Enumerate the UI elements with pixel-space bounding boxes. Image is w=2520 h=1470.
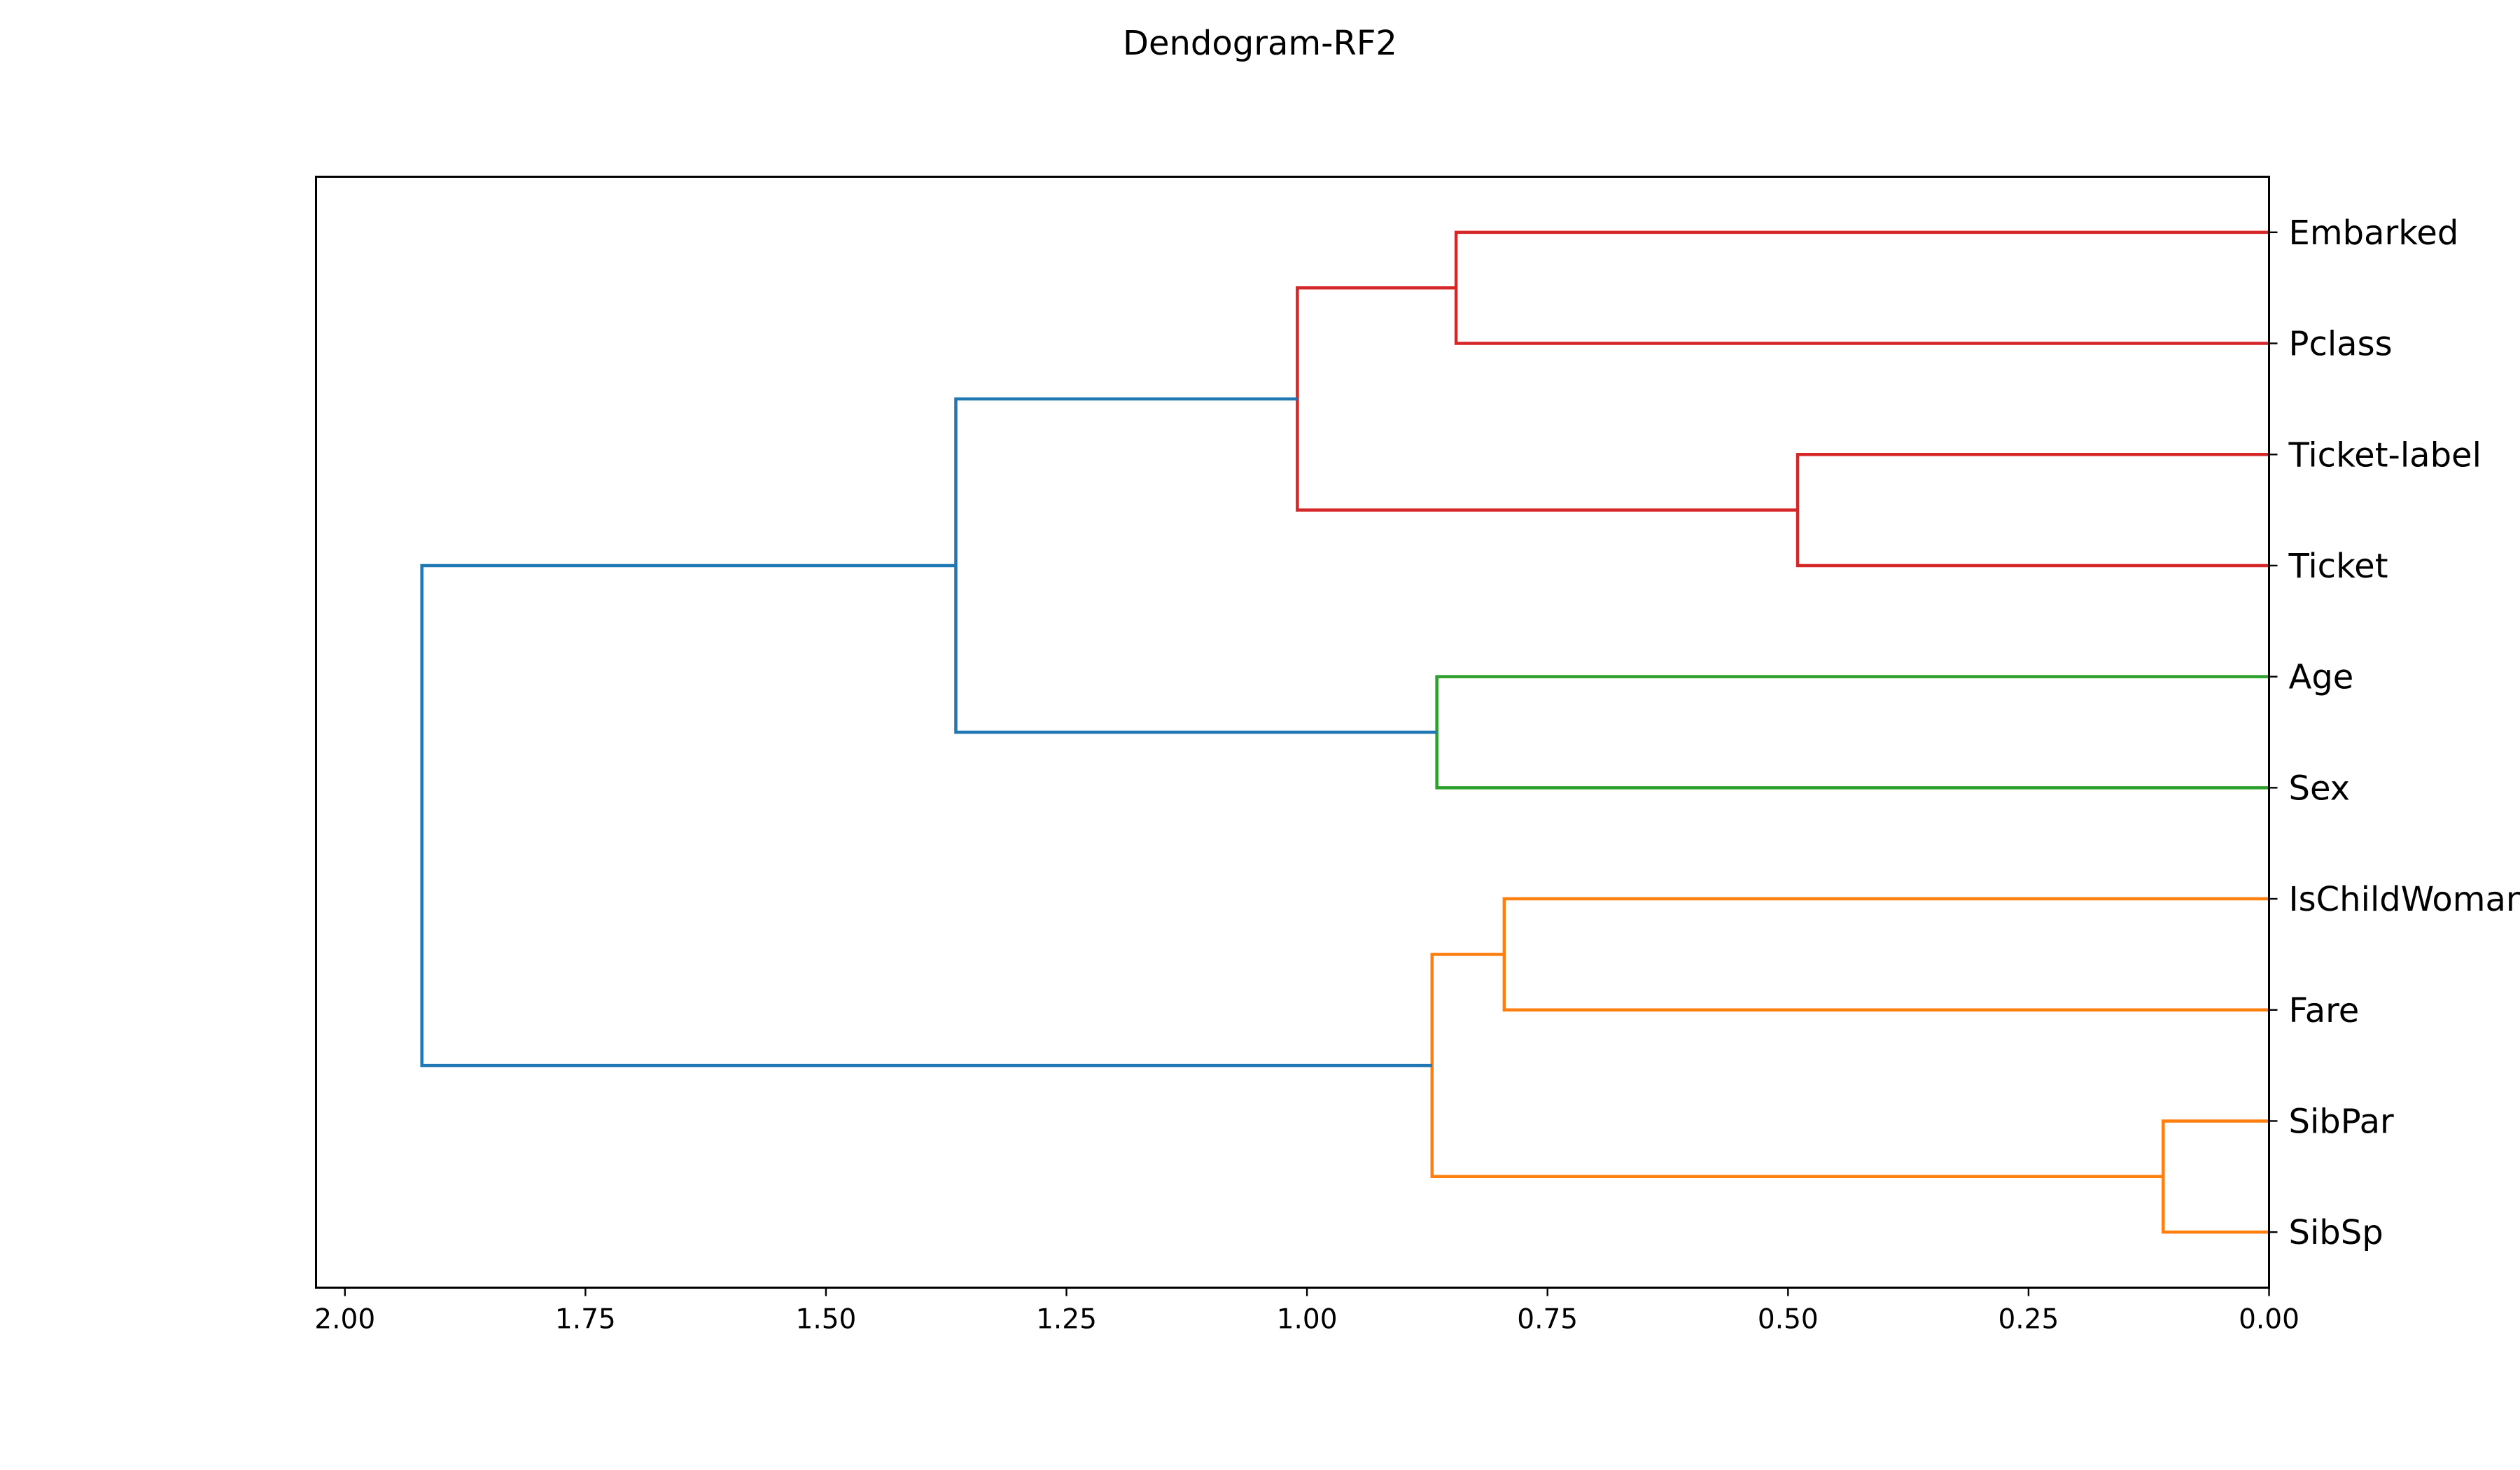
dendrogram-link-c1 [1454, 230, 2269, 345]
leaf-label: SibSp [2289, 1213, 2384, 1252]
x-tick-label: 0.50 [1758, 1304, 1819, 1336]
x-tick-label: 0.75 [1517, 1304, 1578, 1336]
x-tick-label: 1.00 [1277, 1304, 1338, 1336]
dendrogram-links [420, 230, 2269, 1234]
leaf-label: Ticket-label [2288, 435, 2482, 475]
leaf-label: SibPar [2289, 1102, 2394, 1141]
dendrogram-link-c5 [954, 397, 1437, 734]
x-tick-label: 0.25 [1998, 1304, 2059, 1336]
dendrogram-link-c9 [420, 564, 1432, 1068]
leaf-label: Ticket [2288, 547, 2388, 586]
leaf-label: Sex [2289, 769, 2351, 808]
chart-title: Dendogram-RF2 [1123, 24, 1397, 63]
x-tick-label: 1.25 [1036, 1304, 1097, 1336]
dendrogram-link-c4 [1435, 675, 2269, 790]
leaf-label: Embarked [2289, 214, 2459, 253]
leaf-label: Age [2289, 658, 2354, 697]
leaf-labels: Embarked Pclass Ticket-label Ticket Age Sex Is… [2269, 214, 2520, 1252]
leaf-label: Pclass [2289, 325, 2393, 364]
x-tick-label: 2.00 [314, 1304, 375, 1336]
leaf-label: IsChildWoman [2289, 880, 2520, 919]
dendrogram-link-c2 [1795, 453, 2269, 568]
leaf-label: Fare [2289, 991, 2360, 1030]
x-tick-label: 1.75 [555, 1304, 616, 1336]
dendrogram-link-c6 [1502, 897, 2269, 1011]
dendrogram-link-c8 [1430, 953, 2164, 1179]
dendrogram-link-c7 [2162, 1119, 2269, 1234]
x-axis: 2.00 1.75 1.50 1.25 1.00 0.75 0.50 0.25 0.00 [314, 1287, 2300, 1336]
x-tick-label: 1.50 [796, 1304, 857, 1336]
x-tick-label: 0.00 [2239, 1304, 2300, 1336]
axes-frame [315, 176, 2270, 1289]
dendrogram-link-c3 [1296, 286, 1798, 512]
